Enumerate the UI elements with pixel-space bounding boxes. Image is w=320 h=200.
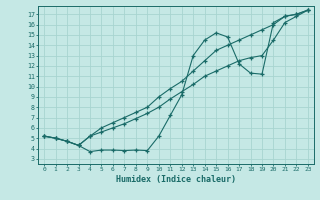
X-axis label: Humidex (Indice chaleur): Humidex (Indice chaleur): [116, 175, 236, 184]
